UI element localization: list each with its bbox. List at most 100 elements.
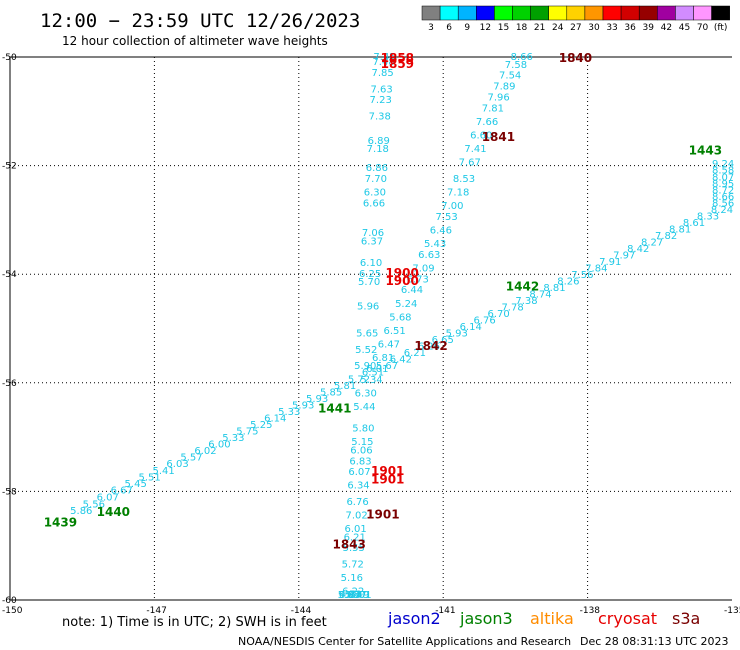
wave-height-label: 6.84 [339, 590, 361, 601]
legend-swatch [494, 5, 513, 21]
wave-height-label: 5.51 [139, 473, 161, 484]
wave-height-label: 7.18 [447, 187, 469, 198]
wave-height-label: 5.80 [352, 424, 374, 435]
wave-height-label: 7.81 [482, 103, 504, 114]
wave-height-label: 7.09 [412, 263, 434, 274]
wave-height-label: 8.42 [627, 244, 649, 255]
wave-height-label: 6.30 [355, 388, 377, 399]
legend-label: 15 [498, 23, 509, 33]
legend-label: 30 [588, 23, 600, 33]
legend-label: 70 [697, 23, 709, 33]
wave-height-label: 7.67 [459, 158, 481, 169]
wave-height-label: 7.23 [370, 95, 392, 106]
sat-s3a: s3a [672, 609, 700, 628]
time-label: 1442 [506, 279, 539, 293]
wave-height-label: 6.46 [430, 225, 452, 236]
wave-height-label: 6.02 [194, 446, 216, 457]
wave-height-label: 6.44 [401, 285, 423, 296]
legend-label: 3 [428, 23, 434, 33]
chart-subtitle: 12 hour collection of altimeter wave hei… [62, 34, 328, 48]
wave-height-label: 5.15 [351, 437, 373, 448]
wave-height-label: 8.07 [712, 172, 734, 183]
legend-label: 33 [606, 23, 617, 33]
x-tick-label: -141 [435, 606, 455, 616]
wave-height-label: 7.18 [367, 144, 389, 155]
wave-height-label: 6.67 [111, 486, 133, 497]
wave-height-label: 6.03 [166, 459, 188, 470]
legend-swatch [421, 5, 441, 21]
time-label: 1441 [318, 402, 351, 416]
wave-height-label: 5.90 [354, 361, 376, 372]
time-label: 1842 [414, 339, 447, 353]
wave-height-label: 5.52 [355, 345, 377, 356]
wave-height-label: 6.22 [342, 587, 364, 598]
legend-label: 27 [570, 23, 581, 33]
wave-height-label: 6.14 [264, 413, 286, 424]
wave-height-label: 5.96 [357, 301, 379, 312]
wave-height-label: 8.26 [557, 277, 579, 288]
wave-height-label: 5.44 [353, 402, 375, 413]
wave-height-label: 5.65 [356, 329, 378, 340]
wave-height-label: 6.42 [390, 355, 412, 366]
wave-height-label: 7.48 [372, 57, 394, 68]
y-tick-label: -52 [2, 162, 17, 172]
wave-height-label: 9.24 [712, 159, 734, 170]
wave-height-label: 6.49 [347, 590, 369, 601]
wave-height-label: 5.33 [222, 433, 244, 444]
wave-height-label: 5.16 [341, 573, 363, 584]
y-tick-label: -58 [2, 487, 17, 497]
wave-height-label: 6.47 [378, 340, 400, 351]
wave-height-label: 7.41 [464, 144, 486, 155]
wave-height-label: 7.56 [571, 270, 593, 281]
legend-swatch [548, 5, 568, 21]
wave-height-label: 6.76 [346, 497, 368, 508]
wave-height-label: 7.06 [362, 228, 384, 239]
footer-timestamp: Dec 28 08:31:13 UTC 2023 [580, 635, 728, 648]
footer-credit: NOAA/NESDIS Center for Satellite Applica… [238, 635, 571, 648]
wave-height-label: 6.21 [344, 532, 366, 543]
wave-height-label: 5.43 [424, 239, 446, 250]
legend-swatch [693, 5, 712, 21]
wave-height-label: 6.07 [348, 467, 370, 478]
sat-jason3: jason3 [459, 609, 513, 628]
wave-height-label: 5.81 [334, 381, 356, 392]
x-tick-label: -147 [146, 606, 166, 616]
wave-height-label: 6.51 [362, 368, 384, 379]
wave-height-label: 5.72 [342, 559, 364, 570]
legend-swatch [439, 5, 459, 21]
wave-height-label: 7.38 [369, 111, 391, 122]
legend-swatch [566, 5, 586, 21]
wave-height-label: 6.30 [364, 187, 386, 198]
axis-ticks: -150 -147 -144 -141 -138 -135 -50 -52 -54 -56 -58 -… [2, 53, 740, 616]
legend-swatch [711, 5, 730, 21]
legend-label: 39 [643, 23, 655, 33]
wave-height-label: 5.33 [278, 407, 300, 418]
wave-height-label: 8.66 [511, 52, 533, 63]
wave-height-label: 5.41 [152, 466, 174, 477]
wave-height-label: 6.14 [460, 322, 482, 333]
wave-height-label: 5.55 [343, 543, 365, 554]
sat-altika: altika [530, 609, 574, 628]
legend-label: (ft) [714, 23, 728, 33]
time-label: 1858 [381, 51, 414, 65]
wave-height-label: 8.61 [683, 218, 705, 229]
time-label: 1841 [482, 130, 515, 144]
wave-height-label: 6.06 [350, 445, 372, 456]
wave-height-label: 6.63 [418, 250, 440, 261]
wave-height-label: 5.86 [70, 506, 92, 517]
legend-swatch [620, 5, 640, 21]
wave-height-label: 7.70 [365, 174, 387, 185]
legend-swatch [476, 5, 495, 21]
wave-height-label: 4.73 [340, 589, 362, 600]
wave-height-label: 5.77 [345, 590, 367, 601]
legend-swatch [675, 5, 694, 21]
wave-height-label: 8.81 [669, 224, 691, 235]
wave-height-label: 6.86 [366, 163, 388, 174]
time-label: 1900 [385, 266, 418, 280]
time-label: 1443 [689, 144, 722, 158]
legend-label: 36 [624, 23, 636, 33]
wave-height-label: 7.78 [501, 303, 523, 314]
wave-height-label: 7.53 [435, 212, 457, 223]
chart-title: 12:00 − 23:59 UTC 12/26/2023 [40, 10, 360, 32]
wave-height-label: 7.02 [345, 511, 367, 522]
